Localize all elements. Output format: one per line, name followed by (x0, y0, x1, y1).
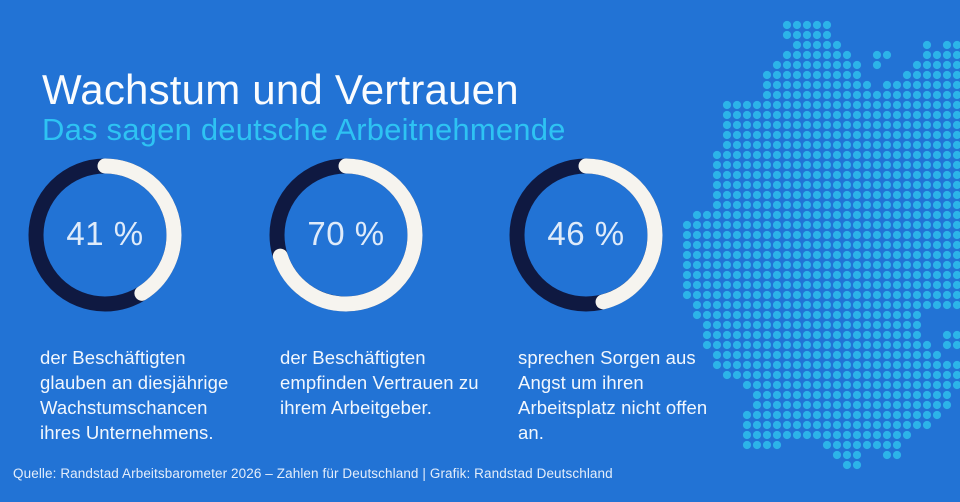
donut-chart-trust: 70 % (269, 158, 423, 312)
donut-caption-growth: der Beschäftigten glauben an diesjährige… (40, 346, 229, 443)
donut-caption-trust: der Beschäftigten empfinden Vertrauen zu… (280, 346, 479, 418)
donut-chart-job-worries: 46 % (509, 158, 663, 312)
donut-percent-label: 46 % (547, 215, 625, 252)
donut-ring-icon (28, 158, 182, 312)
page-subtitle: Das sagen deutsche Arbeitnehmende (42, 111, 566, 147)
page-title: Wachstum und Vertrauen (42, 66, 519, 114)
source-credit-line: Quelle: Randstad Arbeitsbarometer 2026 –… (13, 465, 613, 481)
donut-percent-label: 41 % (66, 215, 144, 252)
donut-ring-icon (509, 158, 663, 312)
donut-ring-icon (269, 158, 423, 312)
donut-percent-label: 70 % (307, 215, 385, 252)
donut-caption-job-worries: sprechen Sorgen aus Angst um ihren Arbei… (518, 346, 708, 443)
donut-chart-growth: 41 % (28, 158, 182, 312)
